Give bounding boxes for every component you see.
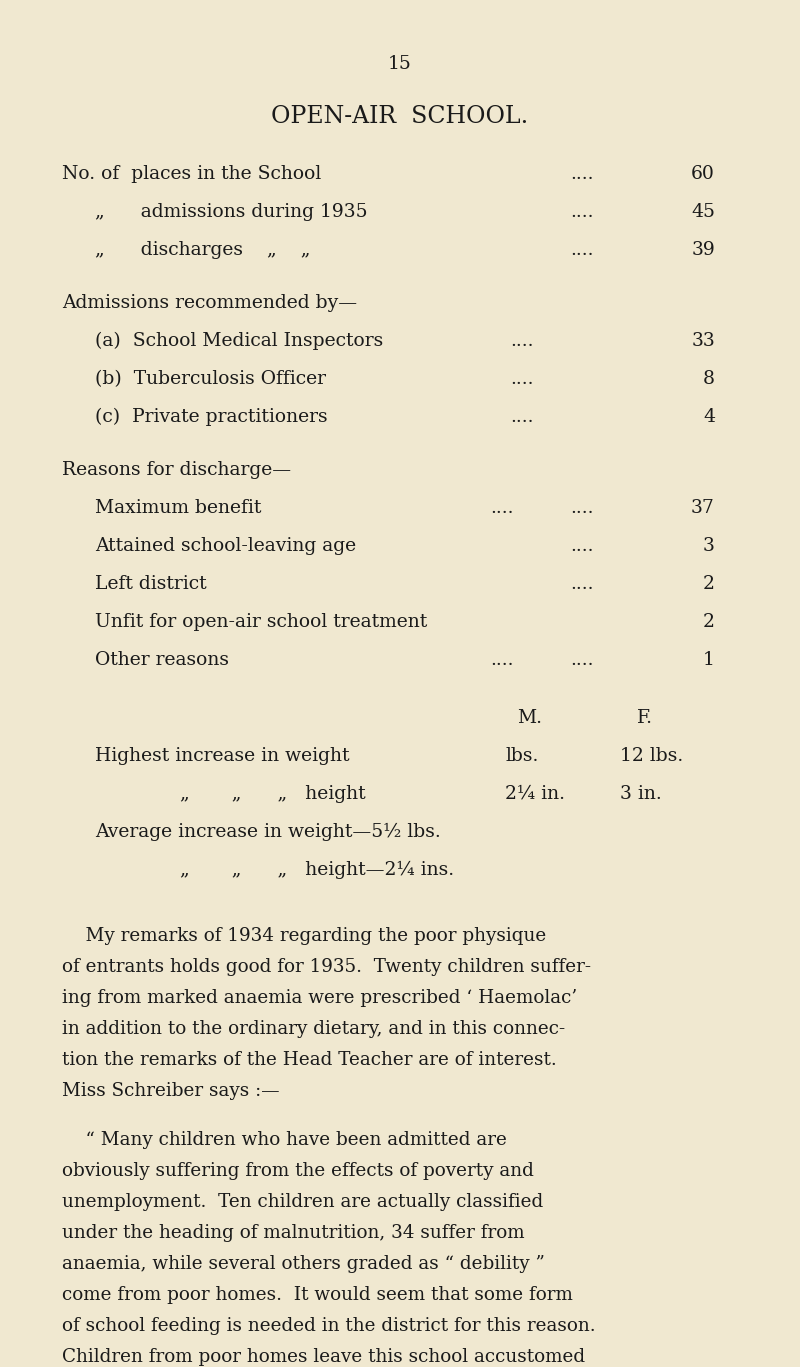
Text: Attained school-leaving age: Attained school-leaving age — [95, 537, 356, 555]
Text: in addition to the ordinary dietary, and in this connec-: in addition to the ordinary dietary, and… — [62, 1020, 565, 1038]
Text: No. of  places in the School: No. of places in the School — [62, 165, 322, 183]
Text: Unfit for open-air school treatment: Unfit for open-air school treatment — [95, 612, 427, 632]
Text: 12 lbs.: 12 lbs. — [620, 746, 683, 766]
Text: anaemia, while several others graded as “ debility ”: anaemia, while several others graded as … — [62, 1255, 545, 1273]
Text: ....: .... — [490, 499, 514, 517]
Text: 3 in.: 3 in. — [620, 785, 662, 802]
Text: ....: .... — [510, 332, 534, 350]
Text: unemployment.  Ten children are actually classified: unemployment. Ten children are actually … — [62, 1193, 543, 1211]
Text: ....: .... — [570, 499, 594, 517]
Text: 2: 2 — [703, 612, 715, 632]
Text: Average increase in weight—5½ lbs.: Average increase in weight—5½ lbs. — [95, 823, 441, 841]
Text: Admissions recommended by—: Admissions recommended by— — [62, 294, 357, 312]
Text: „      discharges    „    „: „ discharges „ „ — [95, 241, 310, 258]
Text: “ Many children who have been admitted are: “ Many children who have been admitted a… — [62, 1131, 507, 1150]
Text: ....: .... — [510, 370, 534, 388]
Text: 2¼ in.: 2¼ in. — [505, 785, 565, 802]
Text: (c)  Private practitioners: (c) Private practitioners — [95, 407, 328, 427]
Text: Highest increase in weight: Highest increase in weight — [95, 746, 350, 766]
Text: 33: 33 — [691, 332, 715, 350]
Text: F.: F. — [637, 709, 653, 727]
Text: ....: .... — [570, 651, 594, 668]
Text: Maximum benefit: Maximum benefit — [95, 499, 262, 517]
Text: ing from marked anaemia were prescribed ‘ Haemolac’: ing from marked anaemia were prescribed … — [62, 988, 578, 1007]
Text: 2: 2 — [703, 576, 715, 593]
Text: ....: .... — [570, 241, 594, 258]
Text: 60: 60 — [691, 165, 715, 183]
Text: Other reasons: Other reasons — [95, 651, 229, 668]
Text: ....: .... — [570, 576, 594, 593]
Text: 1: 1 — [703, 651, 715, 668]
Text: My remarks of 1934 regarding the poor physique: My remarks of 1934 regarding the poor ph… — [62, 927, 546, 945]
Text: Miss Schreiber says :—: Miss Schreiber says :— — [62, 1083, 279, 1100]
Text: 15: 15 — [388, 55, 412, 72]
Text: Children from poor homes leave this school accustomed: Children from poor homes leave this scho… — [62, 1348, 585, 1366]
Text: 3: 3 — [703, 537, 715, 555]
Text: 37: 37 — [691, 499, 715, 517]
Text: ....: .... — [490, 651, 514, 668]
Text: 45: 45 — [691, 204, 715, 221]
Text: lbs.: lbs. — [505, 746, 538, 766]
Text: obviously suffering from the effects of poverty and: obviously suffering from the effects of … — [62, 1162, 534, 1180]
Text: ....: .... — [570, 204, 594, 221]
Text: Reasons for discharge—: Reasons for discharge— — [62, 461, 291, 478]
Text: 4: 4 — [703, 407, 715, 427]
Text: (b)  Tuberculosis Officer: (b) Tuberculosis Officer — [95, 370, 326, 388]
Text: come from poor homes.  It would seem that some form: come from poor homes. It would seem that… — [62, 1286, 573, 1304]
Text: ....: .... — [510, 407, 534, 427]
Text: (a)  School Medical Inspectors: (a) School Medical Inspectors — [95, 332, 383, 350]
Text: ....: .... — [570, 537, 594, 555]
Text: Left district: Left district — [95, 576, 206, 593]
Text: ....: .... — [570, 165, 594, 183]
Text: M.: M. — [518, 709, 542, 727]
Text: under the heading of malnutrition, 34 suffer from: under the heading of malnutrition, 34 su… — [62, 1223, 525, 1243]
Text: „       „      „   height—2¼ ins.: „ „ „ height—2¼ ins. — [180, 861, 454, 879]
Text: „      admissions during 1935: „ admissions during 1935 — [95, 204, 368, 221]
Text: of entrants holds good for 1935.  Twenty children suffer-: of entrants holds good for 1935. Twenty … — [62, 958, 591, 976]
Text: OPEN-AIR  SCHOOL.: OPEN-AIR SCHOOL. — [271, 105, 529, 128]
Text: 39: 39 — [691, 241, 715, 258]
Text: 8: 8 — [703, 370, 715, 388]
Text: of school feeding is needed in the district for this reason.: of school feeding is needed in the distr… — [62, 1316, 596, 1336]
Text: „       „      „   height: „ „ „ height — [180, 785, 366, 802]
Text: tion the remarks of the Head Teacher are of interest.: tion the remarks of the Head Teacher are… — [62, 1051, 557, 1069]
